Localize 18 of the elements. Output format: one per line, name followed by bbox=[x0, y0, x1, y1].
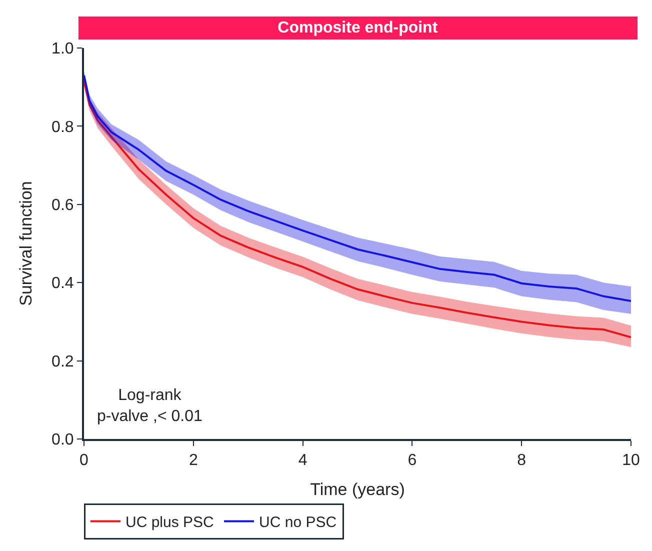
x-tick-label: 4 bbox=[298, 452, 308, 470]
y-tick-label: 0.6 bbox=[52, 197, 74, 214]
y-tick-label: 0.2 bbox=[52, 353, 74, 370]
legend-label: UC no PSC bbox=[259, 514, 337, 532]
y-tick-label: 0.8 bbox=[52, 118, 74, 136]
y-tick-label: 0.4 bbox=[52, 275, 74, 292]
chart-title: Composite end-point bbox=[278, 20, 438, 36]
y-tick-label: 0.0 bbox=[52, 432, 74, 449]
x-tick-label: 8 bbox=[517, 452, 526, 470]
x-tick-label: 0 bbox=[80, 452, 89, 470]
annotation: Log-rank p-valve ,< 0.01 bbox=[97, 387, 202, 425]
y-tick-label: 1.0 bbox=[52, 40, 74, 58]
x-tick-label: 2 bbox=[188, 452, 198, 470]
x-tick-label: 6 bbox=[408, 452, 417, 470]
x-tick-label: 10 bbox=[622, 452, 640, 470]
legend-label: UC plus PSC bbox=[126, 514, 214, 532]
y-axis-title: Survival function bbox=[16, 181, 36, 306]
x-axis-title: Time (years) bbox=[310, 480, 405, 500]
